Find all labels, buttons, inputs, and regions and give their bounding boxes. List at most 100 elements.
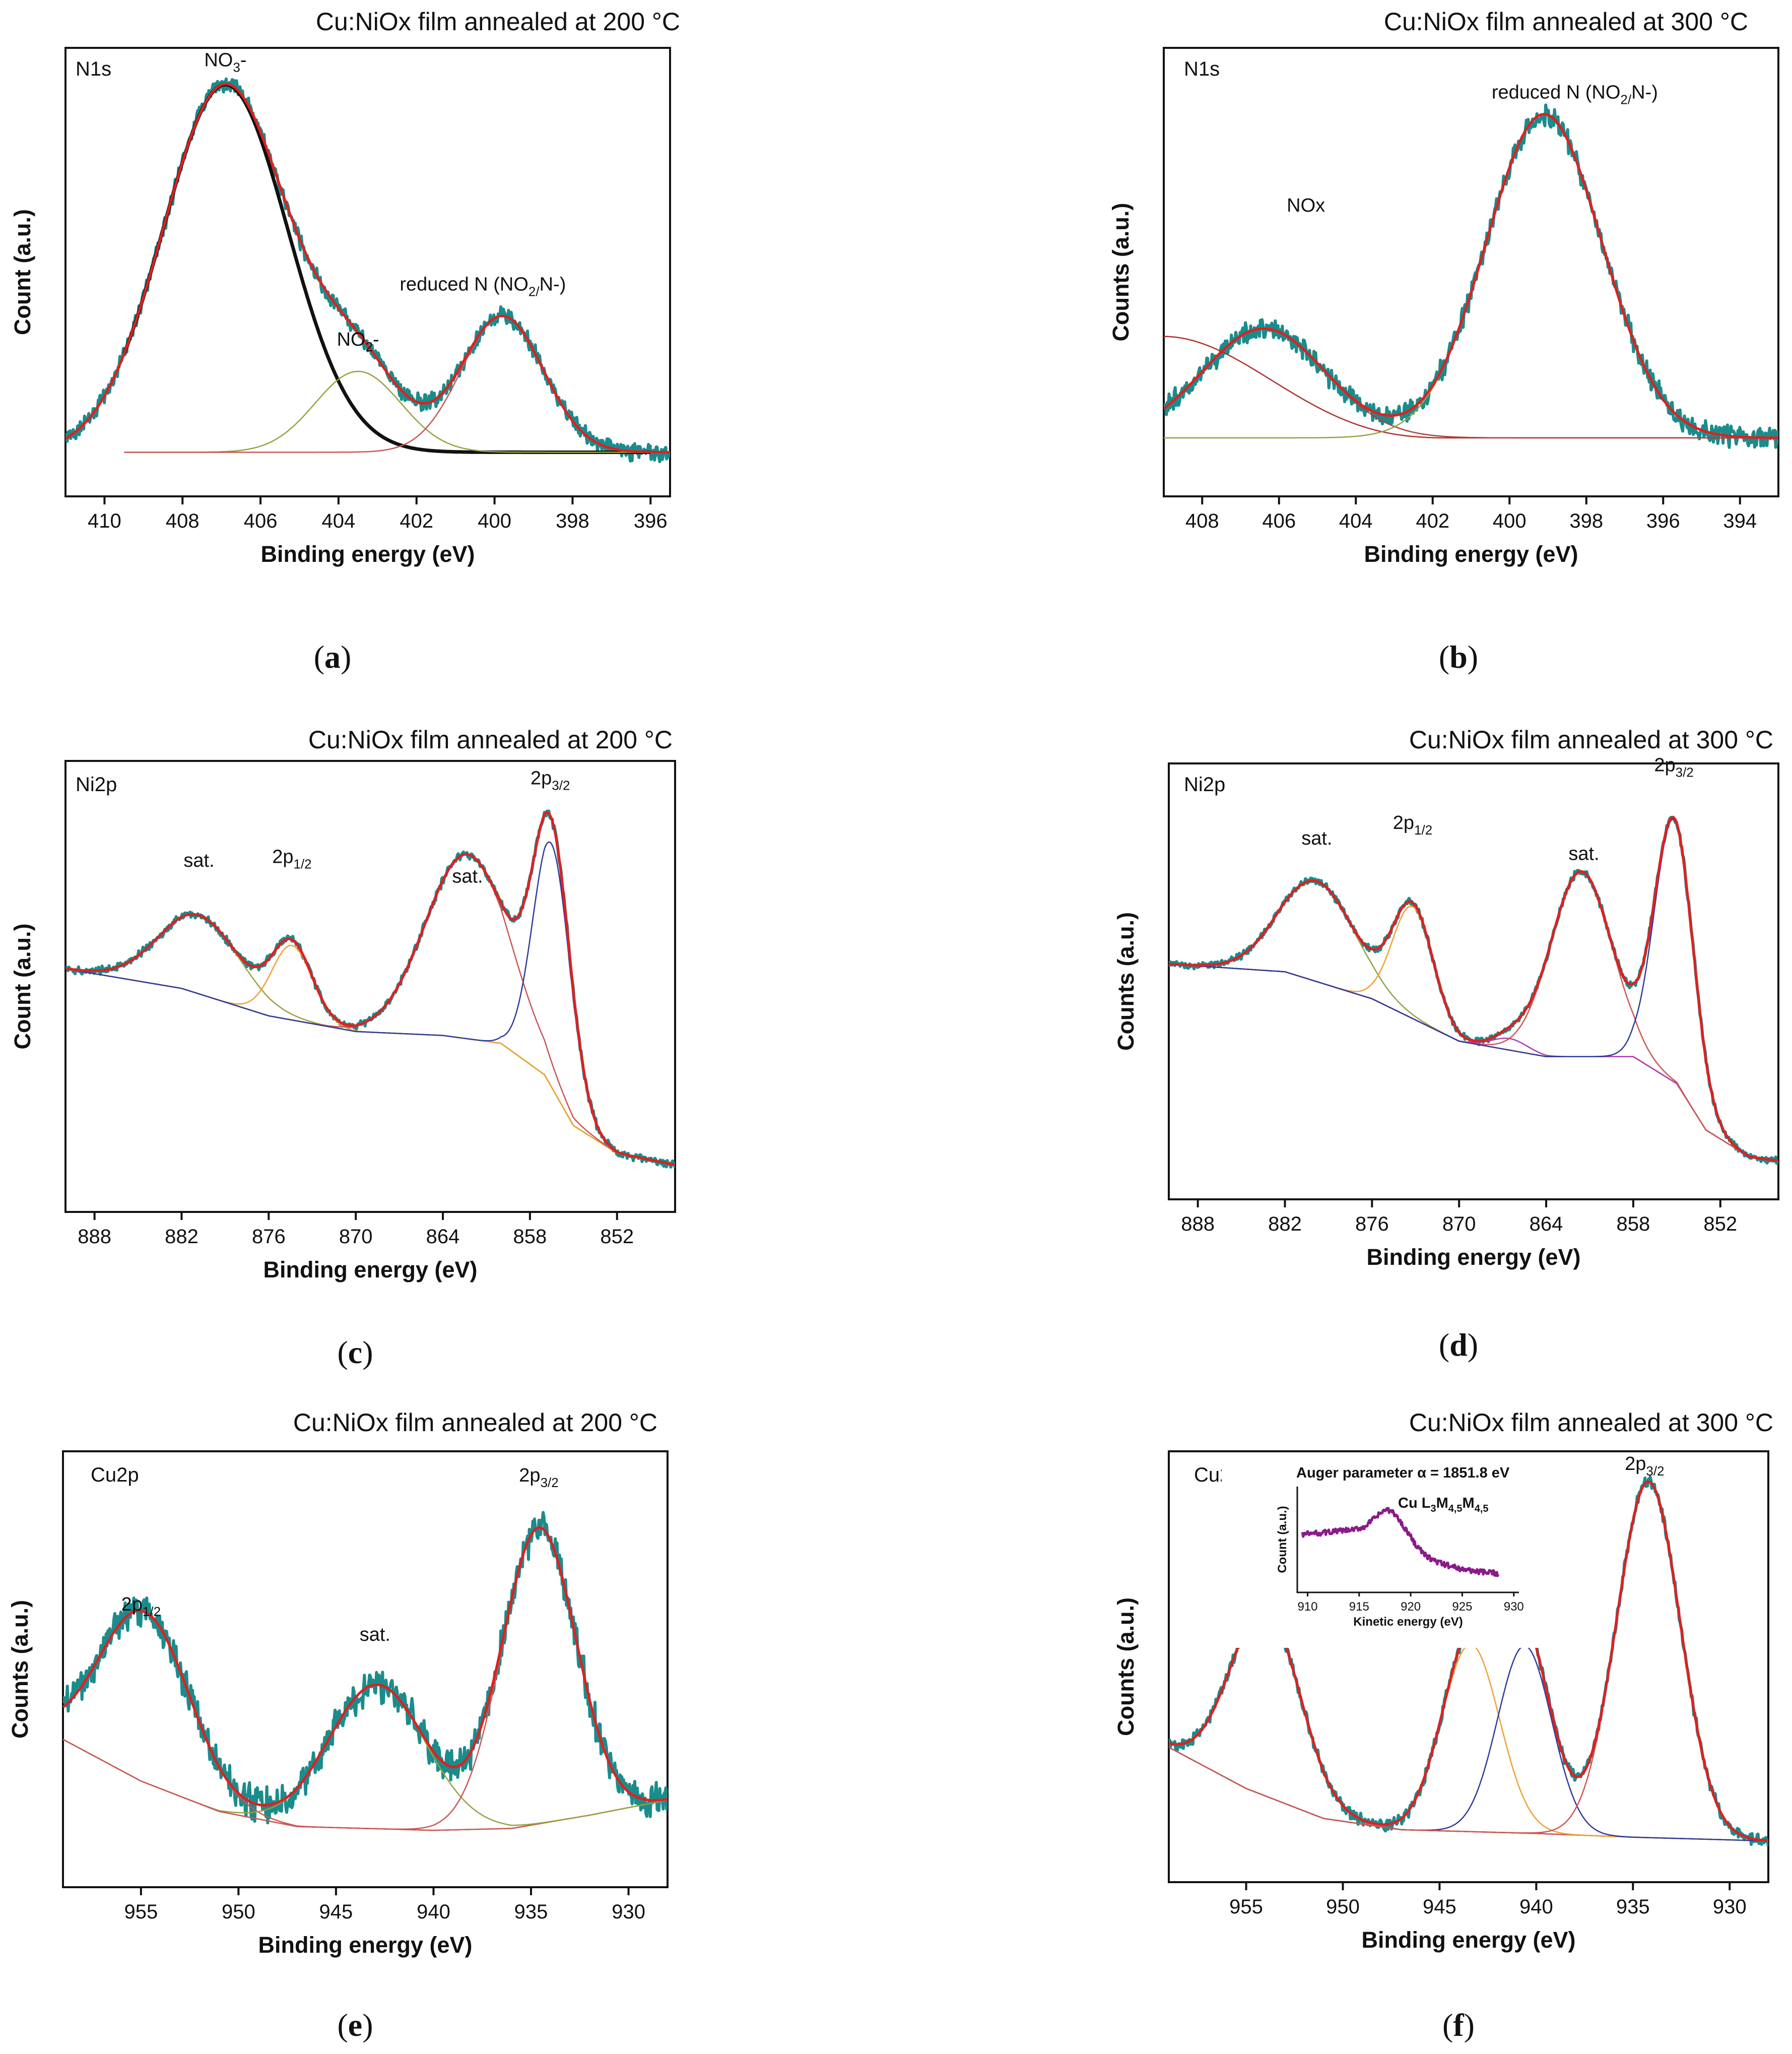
plot-area (1164, 103, 1778, 449)
envelope-fit-line (65, 811, 675, 1167)
peak-annotation: reduced N (NO2/​N-) (1492, 82, 1658, 107)
panel-title: Cu:NiOx film annealed at 200 °C (308, 726, 673, 754)
x-axis-label: Binding energy (eV) (1361, 1927, 1575, 1953)
x-tick-label: 955 (1229, 1896, 1263, 1918)
x-tick-label: 410 (88, 510, 121, 532)
peak-annotation: 2p3/2​ (519, 1465, 558, 1490)
panel-title: Cu:NiOx film annealed at 200 °C (293, 1408, 657, 1437)
x-axis-label: Binding energy (eV) (1364, 541, 1578, 567)
peak-annotation: NO2​- (337, 329, 379, 354)
x-tick-label: 882 (1268, 1213, 1302, 1235)
component-peak-line (1169, 963, 1778, 1162)
x-tick-label: 406 (1262, 510, 1296, 532)
x-tick-label: 945 (1423, 1896, 1456, 1918)
auger-inset: 910 915 920 925 930 Kinetic energy (eV) Count … (1222, 1456, 1539, 1648)
x-tick-label: 402 (1416, 510, 1449, 532)
subfigure-caption: (b) (1439, 639, 1478, 675)
x-axis-label: Binding energy (eV) (1366, 1244, 1580, 1270)
x-tick-label: 400 (478, 510, 511, 532)
x-tick-label: 396 (1646, 510, 1680, 532)
plot-frame (62, 1450, 669, 1888)
panel-a: Cu:NiOx film annealed at 200 °C N1s 410 408… (10, 8, 680, 675)
panel-c: Cu:NiOx film annealed at 200 °C Ni2p 888 88… (10, 726, 676, 1370)
peak-annotation: sat. (360, 1624, 390, 1645)
x-tick-label: 398 (556, 510, 589, 532)
peak-annotation: 2p1/2​ (121, 1594, 161, 1619)
plot-area (65, 809, 675, 1169)
subfigure-caption: (c) (337, 1334, 373, 1370)
background-line (1169, 1747, 1768, 1842)
plot-area (1169, 815, 1778, 1165)
x-tick-label: 940 (417, 1901, 450, 1923)
core-level-label: Ni2p (76, 774, 117, 796)
x-tick-label: 394 (1723, 510, 1757, 532)
y-axis-label: Counts (a.u.) (1108, 203, 1134, 342)
x-tick-label: 940 (1519, 1896, 1553, 1918)
plot-frame (64, 47, 671, 497)
plot-area (65, 77, 670, 464)
background-line (1169, 963, 1778, 1162)
x-tick-label: 888 (1181, 1213, 1215, 1235)
peak-annotation: NOx (1287, 195, 1325, 216)
inset-x-tick-label: 910 (1297, 1600, 1317, 1614)
envelope-fit-line (1169, 816, 1778, 1162)
x-tick-label: 945 (319, 1901, 353, 1923)
y-axis-label: Counts (a.u.) (1113, 1597, 1139, 1736)
raw-spectrum-line (1164, 103, 1778, 449)
inset-axes (1296, 1487, 1519, 1593)
x-axis-label: Binding energy (eV) (258, 1932, 472, 1958)
x-tick-label: 935 (1616, 1896, 1650, 1918)
panel-b: Cu:NiOx film annealed at 300 °C N1s 408 406… (1108, 8, 1779, 675)
envelope-fit-line (65, 83, 670, 454)
panel-d: Cu:NiOx film annealed at 300 °C Ni2p 888 88… (1113, 726, 1779, 1363)
envelope-fit-line (63, 1526, 668, 1807)
envelope-fit-line (1164, 113, 1778, 439)
x-tick-label: 870 (1442, 1213, 1476, 1235)
x-tick-label: 864 (1530, 1213, 1563, 1235)
x-tick-label: 950 (222, 1901, 255, 1923)
x-tick-label: 408 (166, 510, 200, 532)
component-peak-line (1169, 906, 1778, 1162)
x-tick-label: 955 (124, 1901, 158, 1923)
component-peak-line (1169, 1643, 1768, 1842)
component-peak-line (1169, 871, 1778, 1162)
inset-series-label: Cu L3​M4,5​M4,5​ (1398, 1495, 1489, 1514)
inset-title: Auger parameter α = 1851.8 eV (1296, 1465, 1510, 1481)
x-axis-label: Binding energy (eV) (260, 541, 475, 567)
core-level-label: Cu2p (91, 1464, 139, 1486)
raw-spectrum-line (65, 809, 675, 1169)
x-tick-label: 888 (78, 1226, 111, 1248)
inset-background (1222, 1456, 1539, 1648)
component-peak-line (1164, 113, 1778, 439)
inset-x-tick-label: 920 (1401, 1600, 1421, 1614)
component-peak-line (63, 1684, 668, 1826)
plot-frame (1163, 47, 1779, 497)
x-tick-label: 398 (1569, 510, 1603, 532)
x-tick-label: 852 (600, 1226, 634, 1248)
x-tick-label: 950 (1326, 1896, 1360, 1918)
panel-title: Cu:NiOx film annealed at 200 °C (316, 8, 680, 36)
y-axis-label: Count (a.u.) (10, 209, 35, 335)
peak-annotation: sat. (1301, 828, 1332, 849)
peak-annotation: sat. (183, 850, 214, 871)
subfigure-caption: (e) (337, 2007, 373, 2043)
plot-frame (64, 760, 676, 1213)
x-tick-label: 852 (1703, 1213, 1737, 1235)
x-tick-label: 930 (1713, 1896, 1747, 1918)
x-tick-label: 930 (612, 1901, 645, 1923)
inset-x-tick-label: 915 (1349, 1600, 1369, 1614)
x-tick-label: 404 (1339, 510, 1373, 532)
inset-x-tick-label: 925 (1452, 1600, 1472, 1614)
component-peak-line (65, 854, 675, 1166)
x-tick-label: 408 (1185, 510, 1219, 532)
component-peak-line (1169, 1645, 1768, 1842)
raw-spectrum-line (65, 77, 670, 464)
panel-e: Cu:NiOx film annealed at 200 °C Cu2p 955 95… (7, 1408, 669, 2043)
peak-annotation: NO3​- (204, 49, 246, 75)
peak-annotation: sat. (452, 866, 483, 887)
x-axis-label: Binding energy (eV) (263, 1257, 477, 1282)
subfigure-caption: (a) (314, 639, 352, 675)
x-tick-label: 404 (322, 510, 356, 532)
x-tick-label: 876 (252, 1226, 286, 1248)
